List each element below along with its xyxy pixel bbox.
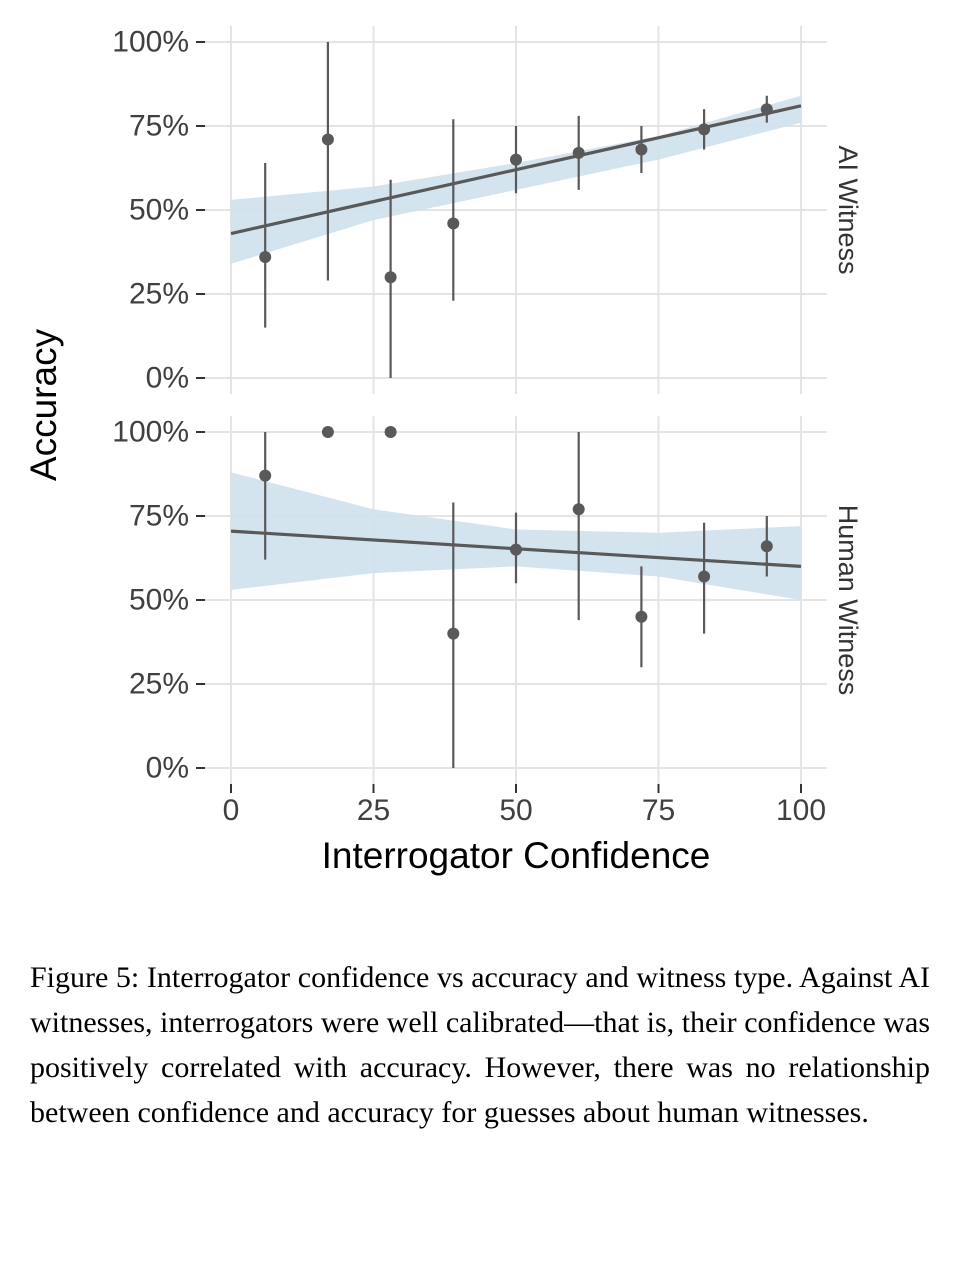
panel-ai-witness: 0% 25% 50% 75% 100% AI Witness: [112, 26, 863, 395]
x-axis-tick-label: 0: [223, 794, 240, 827]
data-point: [698, 123, 711, 136]
data-point: [635, 143, 648, 156]
y-axis-tick-label: 100%: [112, 26, 189, 59]
data-point: [510, 543, 522, 556]
data-point: [259, 469, 272, 482]
x-axis-title: Interrogator Confidence: [322, 835, 711, 876]
data-point: [259, 251, 272, 264]
y-axis-tick-label: 100%: [112, 416, 189, 449]
data-point: [321, 426, 334, 438]
data-point: [447, 217, 460, 230]
data-point: [635, 610, 648, 623]
x-axis-tick-label: 75: [642, 794, 675, 827]
y-axis-tick-label: 75%: [129, 110, 189, 143]
data-point: [384, 426, 397, 438]
data-point: [572, 503, 585, 516]
confidence-vs-accuracy-chart: 0% 25% 50% 75% 100% AI Witness 0% 25% 50% 75% 100%…: [23, 26, 863, 877]
y-axis-title: Accuracy: [23, 328, 64, 481]
data-point: [760, 103, 773, 116]
data-point: [698, 570, 711, 583]
y-axis-tick-label: 25%: [129, 668, 189, 701]
data-point: [760, 540, 773, 553]
figure-caption: Figure 5: Interrogator confidence vs acc…: [30, 961, 930, 1129]
x-axis-tick-label: 50: [499, 794, 532, 827]
y-axis-tick-label: 50%: [129, 584, 189, 617]
facet-label: AI Witness: [833, 145, 863, 274]
data-point: [510, 153, 522, 166]
x-axis-tick-label: 25: [357, 794, 390, 827]
data-point: [321, 133, 334, 146]
x-axis-tick-label: 100: [776, 794, 826, 827]
data-point: [572, 146, 585, 159]
y-axis-tick-label: 0%: [146, 752, 189, 785]
y-axis-tick-label: 75%: [129, 500, 189, 533]
y-axis-tick-label: 0%: [146, 362, 189, 395]
panel-human-witness: 0% 25% 50% 75% 100% Human Witness: [112, 416, 863, 785]
data-point: [447, 627, 460, 640]
y-axis-tick-label: 50%: [129, 194, 189, 227]
data-point: [384, 271, 397, 284]
facet-label: Human Witness: [833, 505, 863, 696]
y-axis-tick-label: 25%: [129, 278, 189, 311]
